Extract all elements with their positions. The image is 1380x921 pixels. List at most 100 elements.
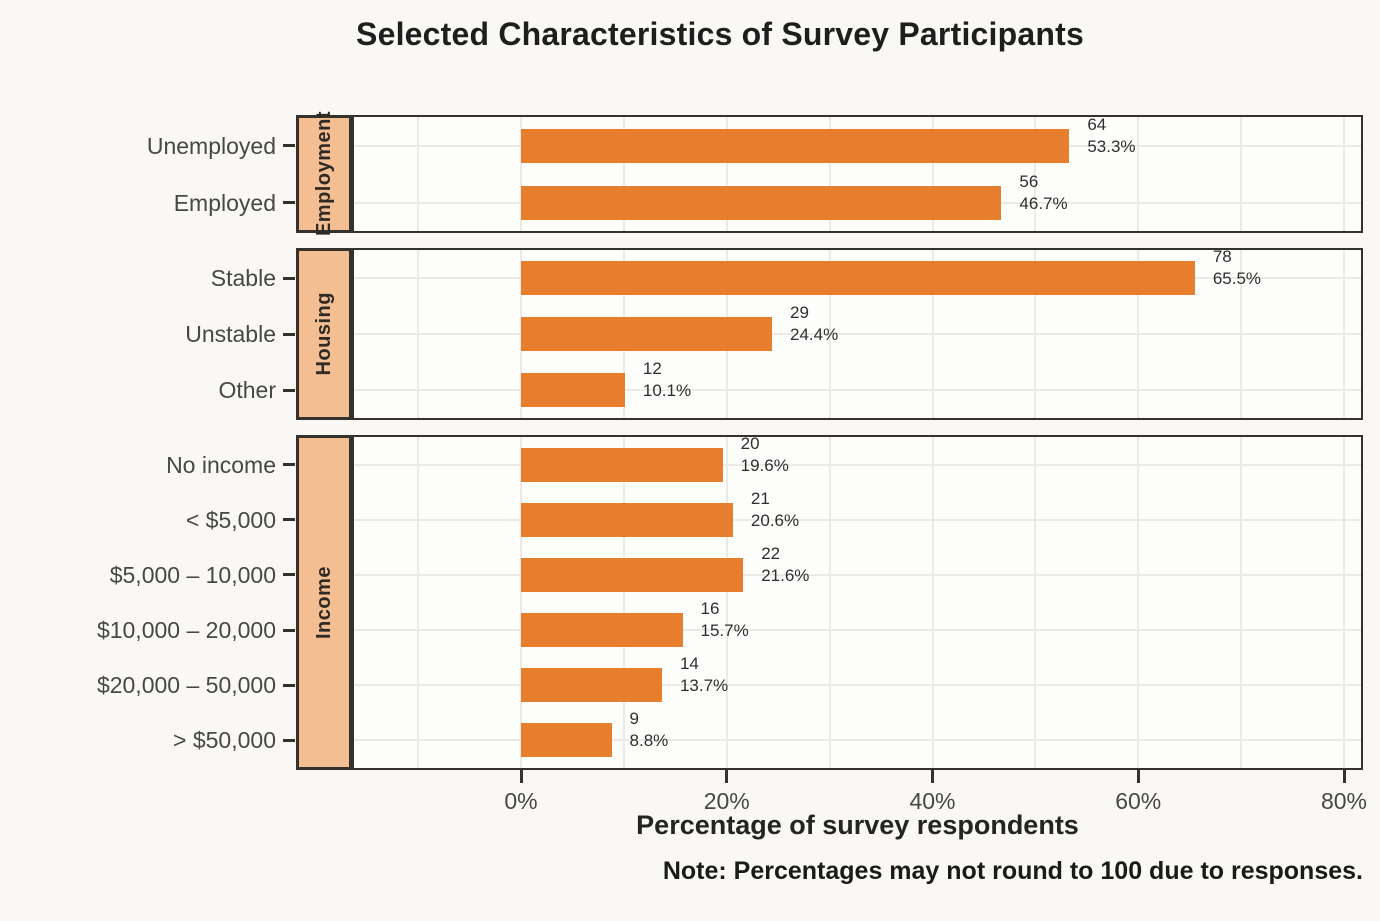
facet-strip-label: Employment (313, 111, 335, 237)
bar-no-income (521, 447, 723, 482)
bar-count: 78 (1212, 247, 1232, 266)
gridline-h (354, 518, 1361, 521)
bar-count: 9 (629, 709, 639, 729)
bar-count: 12 (642, 359, 662, 378)
bar-percent: 10.1% (642, 381, 692, 400)
category-label-50-000: > $50,000 (173, 727, 276, 754)
x-axis-tick (931, 770, 934, 783)
bar-value-label: 78 65.5% (1213, 246, 1261, 290)
category-label-5-000: < $5,000 (185, 506, 276, 533)
x-axis-tick (1136, 770, 1140, 783)
bar-count: 29 (790, 303, 809, 322)
gridline-v (1034, 117, 1037, 231)
x-axis-tick-label: 20% (703, 788, 750, 814)
bar-count: 56 (1019, 171, 1039, 191)
bar-value-label: 14 13.7% (680, 653, 728, 697)
bar-value-label: 22 21.6% (761, 543, 809, 587)
bar-percent: 65.5% (1212, 269, 1262, 288)
bar-value-label: 16 15.7% (701, 598, 749, 642)
gridline-v (417, 117, 420, 231)
footnote: Note: Percentages may not round to 100 d… (662, 857, 1363, 885)
bar-50-000 (521, 723, 612, 758)
gridline-v (1240, 437, 1243, 768)
gridline-v (1034, 437, 1037, 768)
bar-count: 21 (750, 488, 770, 508)
bar-percent: 13.7% (679, 676, 729, 696)
y-axis-tick (283, 276, 295, 280)
bar-5-000 (521, 502, 733, 537)
bar-count: 64 (1087, 114, 1107, 134)
gridline-h (354, 739, 1361, 742)
category-label-20-000-50-000: $20,000 – 50,000 (96, 672, 276, 699)
bar-count: 16 (700, 599, 720, 619)
y-axis-tick (283, 518, 295, 522)
gridline-v (520, 117, 522, 231)
y-axis-tick (283, 463, 295, 467)
facet-panel-housing: 78 65.5% 29 24.4% 12 10.1% (352, 246, 1363, 420)
gridline-v (828, 117, 831, 231)
category-label-employed: Employed (173, 189, 276, 216)
bar-percent: 19.6% (740, 455, 789, 475)
gridline-v (417, 437, 420, 768)
category-label-other: Other (218, 377, 276, 403)
bar-percent: 53.3% (1087, 136, 1136, 156)
gridline-h (354, 333, 1361, 335)
category-label-5-000-10-000: $5,000 – 10,000 (109, 561, 276, 588)
x-axis-label: Percentage of survey respondents (636, 810, 1079, 840)
gridline-v (520, 437, 522, 768)
category-label-10-000-20-000: $10,000 – 20,000 (96, 617, 276, 644)
y-axis-tick (283, 573, 295, 577)
bar-10-000-20-000 (521, 613, 683, 648)
facet-strip-income: Income (296, 435, 352, 770)
bar-unemployed (521, 128, 1070, 163)
y-axis-tick (283, 144, 295, 147)
bar-employed (521, 185, 1002, 220)
gridline-v (931, 117, 934, 231)
category-label-stable: Stable (210, 265, 276, 291)
bar-value-label: 12 10.1% (643, 358, 691, 402)
gridline-v (1343, 117, 1345, 231)
bar-value-label: 29 24.4% (790, 302, 838, 346)
gridline-v (1137, 117, 1140, 231)
bar-percent: 20.6% (750, 510, 800, 530)
bar-stable (521, 261, 1195, 295)
category-label-unstable: Unstable (185, 321, 276, 347)
bar-20-000-50-000 (521, 668, 662, 703)
bar-count: 20 (740, 433, 760, 453)
y-axis-tick (283, 738, 295, 742)
gridline-v (622, 437, 625, 768)
gridline-h (354, 463, 1361, 466)
facet-strip-label: Housing (313, 292, 335, 376)
x-axis-tick-label: 60% (1115, 788, 1162, 814)
bar-value-label: 64 53.3% (1087, 114, 1135, 158)
category-label-no-income: No income (166, 451, 276, 478)
facet-strip-label: Income (313, 565, 335, 640)
gridline-h (354, 629, 1361, 632)
bar-value-label: 56 46.7% (1019, 171, 1067, 215)
gridline-h (354, 573, 1361, 576)
gridline-v (931, 437, 934, 768)
bar-percent: 46.7% (1019, 193, 1068, 213)
x-axis-tick (1342, 770, 1346, 783)
bar-percent: 15.7% (700, 621, 749, 641)
bar-value-label: 20 19.6% (741, 433, 789, 477)
gridline-v (1240, 117, 1243, 231)
bar-value-label: 9 8.8% (630, 708, 669, 752)
y-axis-tick (283, 628, 295, 632)
x-axis-tick-label: 80% (1320, 788, 1368, 814)
gridline-h (354, 389, 1361, 391)
facet-strip-housing: Housing (296, 248, 352, 420)
y-axis-tick (283, 201, 295, 204)
bar-count: 14 (679, 654, 699, 674)
bar-count: 22 (761, 543, 781, 563)
gridline-v (1343, 437, 1345, 768)
bar-unstable (521, 317, 772, 351)
y-axis-tick (283, 683, 295, 687)
x-axis-tick (519, 770, 523, 783)
bar-value-label: 21 20.6% (751, 488, 799, 532)
chart-title: Selected Characteristics of Survey Parti… (356, 16, 1084, 52)
x-axis-tick-label: 0% (504, 788, 538, 814)
facet-strip-employment: Employment (296, 111, 352, 237)
gridline-h (354, 684, 1361, 687)
